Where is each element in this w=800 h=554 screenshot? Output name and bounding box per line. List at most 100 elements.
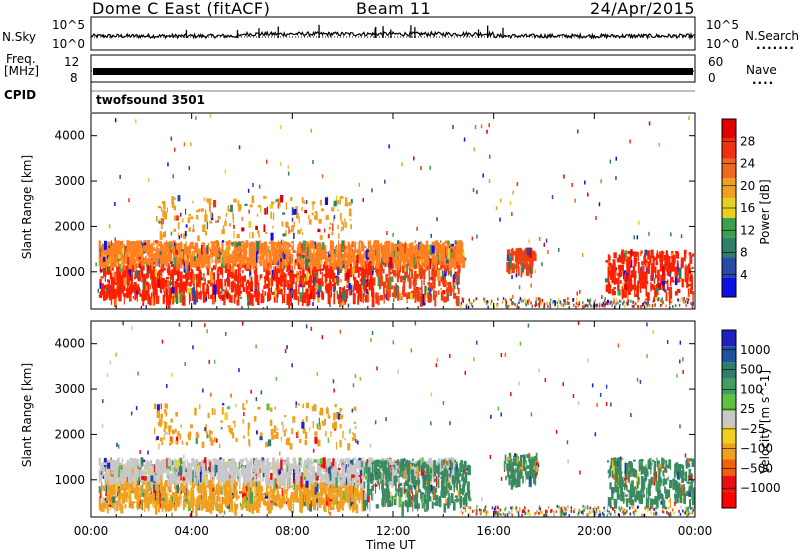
velocity-cell [363,470,365,475]
power-cell [376,265,379,277]
power-cell [262,248,265,255]
power-cell [634,277,637,281]
power-cell [404,252,407,262]
velocity-cell [125,478,130,490]
power-cell [128,267,132,276]
power-cell [686,276,689,288]
power-cell [116,270,120,283]
power-cell [404,243,406,253]
power-cell [202,224,206,233]
power-scatter [105,287,108,292]
power-cell [102,285,105,294]
power-cell [152,253,156,259]
power-ground-scatter [605,301,607,305]
power-cell [220,290,222,301]
power-cell [98,252,101,263]
power-cell [649,255,652,263]
power-cell [111,259,114,263]
power-cell [290,291,293,295]
velocity-cell [327,487,331,498]
power-cell [335,195,338,203]
velocity-cell [115,504,119,511]
velocity-cell [215,484,219,488]
power-cell [206,221,209,230]
nsky-tick-top: 10^5 [52,18,85,32]
power-cell [113,257,117,267]
power-cell [395,254,400,257]
beam-title: Beam 11 [356,0,432,18]
power-ground-scatter [683,297,685,301]
power-cell [174,242,177,248]
power-cell [457,257,461,262]
power-cell [655,288,658,293]
power-cell [324,197,328,205]
power-cell [661,250,664,260]
power-cell [249,232,251,239]
power-cell [369,276,373,280]
power-scatter [648,121,651,126]
power-cell [276,294,278,303]
velocity-cell [142,459,146,463]
power-cell [327,295,331,305]
velocity-cell [337,486,341,493]
power-ground-scatter [622,302,624,306]
power-cell [251,285,254,290]
power-cell [448,281,452,292]
power-ground-scatter [604,305,606,309]
velocity-cell [308,492,311,504]
power-cell [164,256,169,261]
velocity-cell [212,502,215,511]
power-cell [134,286,138,291]
velocity-cell [249,492,253,504]
power-cell [211,289,215,300]
velocity-cell [146,485,149,489]
power-cell [273,273,277,281]
power-scatter [404,267,407,272]
power-cell [112,288,117,299]
velocity-cell [318,497,322,508]
power-cell [241,240,245,244]
power-cell [428,282,432,292]
power-ground-scatter [543,302,545,306]
power-cell [690,282,693,295]
power-cell [348,283,351,290]
power-cell [416,258,420,261]
power-scatter [170,136,173,141]
velocity-cell [135,492,139,498]
power-scatter [558,247,560,252]
power-cell [257,284,259,294]
power-cell [253,270,256,274]
velocity-cell [102,497,105,505]
velocity-cell [184,497,188,502]
power-cell [265,283,268,289]
velocity-cell [171,463,174,473]
velocity-cell [221,485,223,496]
power-ground-scatter [486,300,489,304]
power-cell [651,276,654,281]
velocity-cell [215,501,219,504]
power-ground-scatter [603,299,606,303]
power-cell [416,290,420,302]
power-cell [236,295,238,300]
velocity-cell [265,459,268,464]
power-cell [662,254,664,262]
power-cell [154,283,158,293]
power-cell [113,246,117,256]
power-cell [344,245,348,250]
power-cell [665,251,668,261]
power-cell [400,256,402,266]
velocity-cell [108,492,111,505]
power-cell [431,257,435,261]
velocity-cell [287,477,289,488]
power-cell [232,212,234,220]
velocity-cell [195,504,198,517]
power-scatter [428,245,430,250]
velocity-cell [150,494,153,501]
power-cell [123,294,125,305]
power-cell [414,270,417,283]
power-cell [285,230,287,237]
power-scatter [280,258,282,262]
power-scatter [174,147,176,152]
power-cell [148,251,151,258]
power-cell [622,282,625,292]
